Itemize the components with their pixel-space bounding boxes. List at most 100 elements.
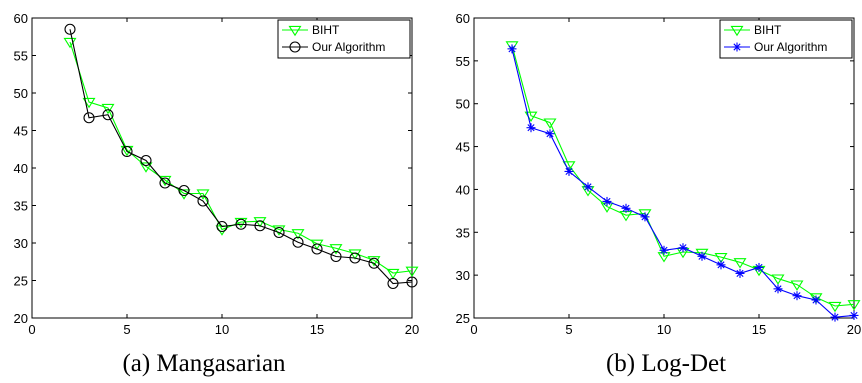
y-tick-label: 25 — [456, 311, 470, 326]
data-point-our-algorithm — [273, 226, 285, 239]
data-point-biht — [139, 162, 153, 173]
data-point-our-algorithm — [349, 252, 361, 264]
data-point-our-algorithm — [102, 109, 114, 121]
data-point-biht — [101, 103, 115, 115]
data-point-our-algorithm — [178, 184, 190, 197]
data-point-our-algorithm — [583, 182, 593, 192]
x-tick-label: 10 — [215, 322, 229, 337]
data-point-biht — [714, 253, 728, 264]
legend-marker — [730, 25, 744, 37]
data-point-our-algorithm — [545, 129, 555, 139]
y-tick-label: 40 — [456, 182, 470, 197]
y-tick-label: 25 — [14, 274, 28, 289]
data-point-our-algorithm — [406, 276, 418, 288]
data-point-biht — [291, 229, 305, 240]
data-point-our-algorithm — [121, 145, 133, 158]
data-point-biht — [196, 189, 210, 200]
data-point-our-algorithm — [716, 260, 726, 270]
legend-label: BIHT — [312, 23, 340, 37]
y-tick-label: 50 — [14, 86, 28, 101]
data-point-our-algorithm — [830, 312, 840, 322]
data-point-biht — [543, 118, 557, 129]
data-point-our-algorithm — [849, 310, 859, 320]
data-point-biht — [809, 293, 823, 304]
x-tick-label: 5 — [565, 322, 572, 337]
legend: BIHT Our Algorithm — [719, 19, 853, 59]
data-point-our-algorithm — [621, 203, 631, 213]
legend-label: Our Algorithm — [754, 40, 827, 54]
data-point-our-algorithm — [754, 262, 764, 272]
data-point-our-algorithm — [792, 291, 802, 301]
x-tick-label: 15 — [310, 322, 324, 337]
data-point-biht — [847, 300, 861, 311]
panel-caption: (a) Mangasarian — [122, 350, 286, 377]
data-point-biht — [771, 274, 785, 285]
data-point-our-algorithm — [254, 220, 266, 232]
data-point-our-algorithm — [640, 212, 650, 222]
data-point-our-algorithm — [368, 257, 380, 269]
data-point-our-algorithm — [140, 154, 152, 167]
data-point-biht — [733, 258, 747, 269]
x-tick-label: 15 — [752, 322, 766, 337]
data-point-our-algorithm — [773, 284, 783, 294]
y-tick-label: 45 — [456, 140, 470, 155]
data-point-biht — [405, 266, 419, 278]
panel-caption: (b) Log-Det — [606, 350, 726, 377]
legend-marker — [289, 41, 301, 53]
y-tick-label: 60 — [14, 11, 28, 26]
data-point-biht — [234, 217, 248, 229]
data-point-our-algorithm — [602, 196, 612, 206]
data-point-biht — [828, 301, 842, 313]
x-tick-label: 20 — [405, 322, 419, 337]
legend-label: BIHT — [754, 23, 782, 37]
data-point-our-algorithm — [659, 245, 669, 255]
y-tick-label: 55 — [456, 54, 470, 69]
data-point-our-algorithm — [197, 195, 209, 207]
plot-area — [473, 17, 855, 319]
legend-marker — [732, 42, 742, 52]
data-point-our-algorithm — [311, 243, 323, 255]
x-tick-label: 10 — [657, 322, 671, 337]
legend-marker — [288, 25, 302, 37]
y-tick-label: 45 — [14, 124, 28, 139]
data-point-biht — [367, 256, 381, 267]
legend: BIHT Our Algorithm — [277, 19, 411, 59]
data-point-biht — [329, 244, 343, 255]
x-tick-label: 0 — [28, 322, 35, 337]
data-point-our-algorithm — [235, 218, 247, 230]
x-tick-label: 5 — [123, 322, 130, 337]
data-point-our-algorithm — [526, 123, 536, 133]
data-point-biht — [272, 225, 286, 236]
y-tick-label: 55 — [14, 49, 28, 64]
data-point-our-algorithm — [64, 23, 76, 35]
data-point-biht — [790, 280, 804, 291]
y-tick-label: 60 — [456, 11, 470, 26]
data-point-our-algorithm — [507, 44, 517, 54]
y-tick-label: 35 — [14, 199, 28, 214]
y-tick-label: 50 — [456, 97, 470, 112]
data-point-our-algorithm — [292, 236, 304, 248]
data-point-our-algorithm — [330, 250, 342, 263]
data-point-our-algorithm — [387, 277, 399, 290]
series-line-our-algorithm — [69, 29, 413, 285]
y-tick-label: 30 — [14, 236, 28, 251]
y-tick-label: 20 — [14, 311, 28, 326]
data-point-biht — [158, 175, 172, 187]
data-point-our-algorithm — [564, 166, 574, 176]
data-point-our-algorithm — [83, 112, 95, 124]
plot-area — [31, 17, 413, 319]
x-tick-label: 0 — [470, 322, 477, 337]
data-point-our-algorithm — [697, 251, 707, 261]
data-point-our-algorithm — [678, 243, 688, 253]
chart-panel-log-det: 0 5 10 15 20 25 30 35 40 45 50 55 60 BIHT Our Algorith… — [456, 11, 862, 377]
data-point-biht — [386, 268, 400, 280]
legend-label: Our Algorithm — [312, 40, 385, 54]
data-point-our-algorithm — [216, 220, 228, 233]
y-tick-label: 40 — [14, 161, 28, 176]
chart-panel-mangasarian: 0 5 10 15 20 20 25 30 35 40 45 50 55 60 BIHT Our Algori… — [14, 11, 420, 377]
y-tick-label: 35 — [456, 225, 470, 240]
data-point-our-algorithm — [811, 295, 821, 305]
x-tick-label: 20 — [847, 322, 861, 337]
data-point-our-algorithm — [159, 177, 171, 189]
